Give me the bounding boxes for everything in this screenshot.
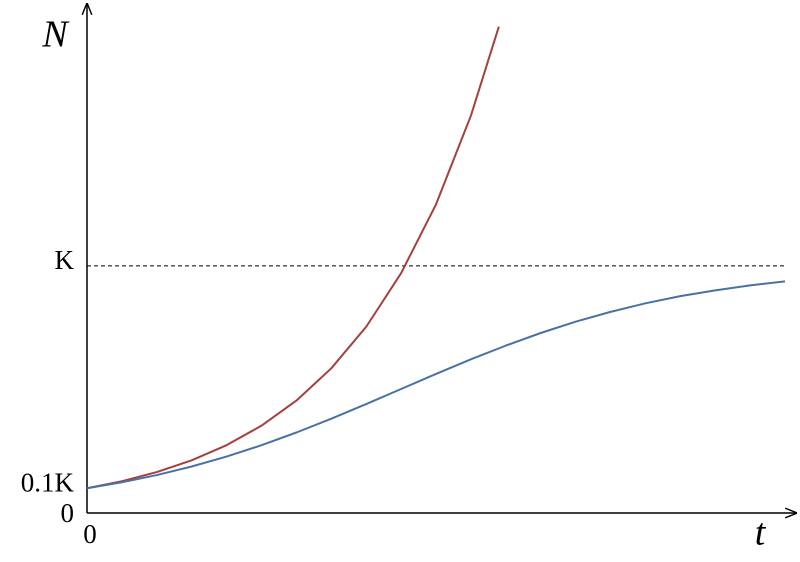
y-axis-label: N [41, 14, 70, 56]
y-tick-label: K [55, 245, 75, 275]
series-line [86, 280, 786, 490]
x-axis-label: t [755, 512, 767, 554]
y-tick-label: 0.1K [21, 467, 75, 497]
x-tick-label: 0 [83, 519, 97, 549]
series-line [86, 26, 500, 490]
y-tick-label: 0 [61, 498, 75, 528]
